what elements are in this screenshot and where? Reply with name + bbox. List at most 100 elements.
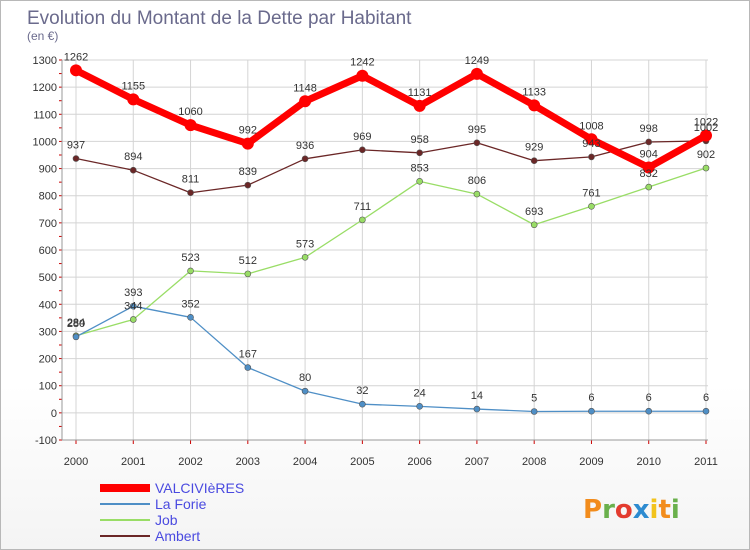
x-tick-label: 2000 [64,456,88,468]
data-label: 995 [468,124,486,136]
y-tick-label: 800 [39,191,57,203]
x-tick-label: 2008 [522,456,546,468]
logo-letter: t [658,495,670,525]
data-point [645,138,653,146]
data-point [530,221,538,229]
data-label: 853 [410,162,428,174]
logo-letter: i [650,495,659,525]
data-point [530,157,538,164]
data-label: 711 [354,201,372,213]
grid [62,59,708,441]
data-label: 1242 [350,57,374,69]
logo-letter: r [602,495,615,525]
data-point [129,316,137,323]
data-label: 24 [414,387,426,399]
series-group [70,64,712,415]
data-point [359,216,366,224]
data-label: 929 [525,142,543,154]
data-label: 573 [296,238,314,250]
data-point [413,99,426,112]
data-point [301,155,309,163]
data-label: 393 [124,287,142,299]
y-tick-label: 300 [39,326,57,338]
y-tick-label: 500 [39,272,57,284]
data-point [129,302,137,310]
data-label: 693 [525,206,543,218]
data-point [184,119,197,132]
data-label: 80 [299,372,311,384]
data-point [356,69,369,82]
data-point [700,129,712,142]
legend-label: Ambert [155,528,200,544]
x-tick-label: 2006 [407,456,431,468]
chart-title: Evolution du Montant de la Dette par Hab… [27,8,412,29]
data-label: 958 [410,134,428,146]
legend-label: Job [155,512,178,528]
data-point [299,95,312,108]
data-label: 512 [239,255,257,267]
data-label: 1002 [694,122,718,134]
data-point [416,178,423,185]
axes: -100 0 100 200 300 400 500 600 700 800 900 1000 1100… [33,55,718,468]
data-point [359,146,366,154]
x-tick-label: 2010 [636,456,660,468]
logo-letter: x [633,495,650,525]
y-tick-label: 900 [39,164,57,176]
data-point [127,93,140,106]
data-label: 832 [640,168,658,180]
data-label: 1148 [293,82,317,94]
y-tick-label: 600 [39,245,57,257]
data-label: 894 [124,151,142,163]
y-tick-label: 400 [39,299,57,311]
x-tick-label: 2003 [236,456,260,468]
data-point [187,314,194,321]
y-tick-label: 1300 [33,55,57,67]
data-point [72,155,80,162]
data-label: 280 [67,318,85,330]
data-labels: 937 894 811 839 936 969 958 995 929 943 998 1002 284… [64,51,718,404]
data-point [588,203,595,210]
data-point [528,99,541,112]
data-point [473,190,481,198]
y-tick-label: 1000 [33,136,57,148]
data-label: 6 [703,392,709,404]
y-tick-label: 200 [39,354,57,366]
series-line-job [75,167,707,337]
data-label: 992 [239,125,257,137]
data-point [473,139,481,147]
data-label: 1133 [522,86,546,98]
data-point [702,164,710,172]
data-point [70,64,82,77]
proxiti-logo: Proxiti [583,495,680,525]
x-tick-label: 2002 [178,456,202,468]
data-point [645,407,653,415]
y-tick-label: 100 [39,381,57,393]
data-label: 998 [640,123,658,135]
data-label: 1060 [178,106,202,118]
data-label: 167 [239,349,257,361]
y-tick-label: 700 [39,218,57,230]
series-line-valcivi-res [72,66,710,171]
x-tick-label: 2007 [465,456,489,468]
legend-label: La Forie [155,496,207,512]
data-point [473,405,481,413]
data-point [359,400,366,408]
data-point [187,189,194,197]
data-label: 937 [67,140,85,152]
data-point [416,149,423,157]
data-label: 902 [697,149,715,161]
data-point [416,403,423,410]
data-point [702,407,710,415]
data-label: 936 [296,140,314,152]
data-point [588,153,595,161]
logo-letter: i [671,495,680,525]
data-label: 6 [588,392,594,404]
data-label: 1131 [408,87,432,99]
data-point [588,407,595,415]
x-tick-label: 2004 [293,456,317,468]
data-point [244,181,252,189]
x-tick-label: 2001 [121,456,145,468]
x-tick-label: 2011 [694,456,718,468]
